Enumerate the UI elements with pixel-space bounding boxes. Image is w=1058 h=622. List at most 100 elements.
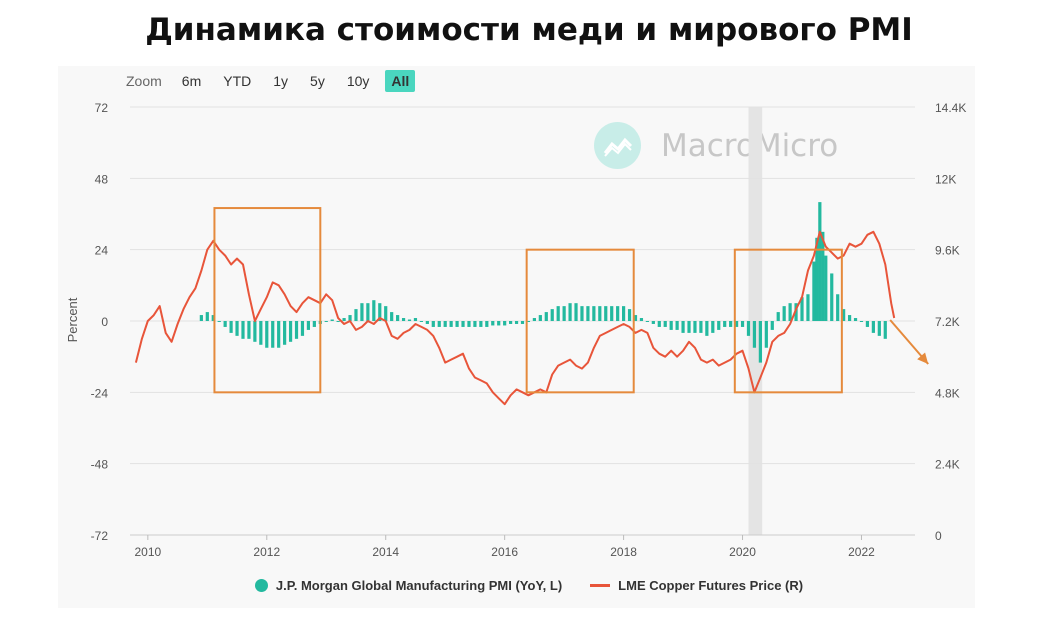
page-title: Динамика стоимости меди и мирового PMI [145, 12, 913, 48]
pmi-bar [734, 321, 739, 327]
pmi-bar [752, 321, 757, 348]
pmi-bar [568, 303, 572, 321]
pmi-bar [764, 321, 768, 348]
pmi-bar [675, 321, 679, 330]
legend: J.P. Morgan Global Manufacturing PMI (Yo… [0, 578, 1058, 593]
pmi-bar [847, 315, 852, 321]
right-tick-label: 9.6K [935, 244, 960, 258]
pmi-bar [247, 321, 251, 339]
pmi-bar [604, 306, 608, 321]
highlight-boxes [213, 207, 843, 394]
pmi-bar [348, 315, 352, 321]
right-tick-label: 2.4K [935, 458, 960, 472]
chart-panel [58, 66, 975, 608]
pmi-bar [693, 321, 697, 333]
pmi-bar [746, 321, 751, 336]
pmi-bar [366, 303, 370, 321]
pmi-bar [330, 319, 334, 321]
pmi-bar [633, 315, 638, 321]
right-tick-label: 14.4K [935, 101, 966, 115]
pmi-bar [824, 255, 828, 321]
pmi-bar [396, 315, 400, 321]
pmi-bar [283, 321, 287, 345]
legend-pmi-marker [254, 579, 268, 592]
pmi-bar [877, 321, 881, 336]
pmi-bar [354, 309, 358, 321]
pmi-bar [788, 303, 792, 321]
pmi-bar [431, 321, 435, 327]
watermark-logo-icon [594, 122, 641, 169]
pmi-bar [681, 321, 685, 333]
pmi-bar [663, 321, 667, 327]
pmi-bar [610, 306, 614, 321]
pmi-bar [360, 303, 364, 321]
pmi-bar [467, 321, 471, 327]
x-tick-label: 2010 [134, 545, 161, 559]
pmi-bar [223, 321, 227, 327]
x-tick-label: 2018 [610, 545, 637, 559]
zoom-bar: Zoom 6m YTD 1y 5y 10y All [126, 70, 425, 92]
pmi-bar [627, 309, 632, 321]
pmi-bar [532, 318, 536, 321]
pmi-bar [562, 306, 566, 321]
pmi-bar [705, 321, 709, 336]
right-tick-label: 12K [935, 172, 956, 186]
zoom-10y-button[interactable]: 10y [346, 73, 370, 89]
legend-copper-label: LME Copper Futures Price (R) [618, 578, 804, 593]
pmi-bar [729, 321, 733, 327]
pmi-bar [413, 318, 418, 321]
pmi-bar [794, 303, 798, 321]
left-tick-label: 0 [101, 315, 108, 329]
pmi-bar [800, 297, 804, 321]
copper-price-line [134, 230, 896, 406]
pmi-bar [259, 321, 263, 345]
pmi-bar [497, 321, 501, 326]
pmi-bar [815, 237, 819, 321]
pmi-bar [300, 321, 305, 336]
pmi-bar [390, 312, 394, 321]
zoom-ytd-button[interactable]: YTD [223, 73, 252, 89]
pmi-bar [449, 321, 453, 327]
highlight-box-2 [525, 248, 635, 394]
pmi-bar [265, 321, 269, 348]
legend-item-pmi[interactable]: J.P. Morgan Global Manufacturing PMI (Yo… [254, 578, 562, 593]
pmi-bar [211, 315, 215, 321]
pmi-bar [723, 321, 727, 327]
left-axis-title: Percent [65, 297, 80, 342]
zoom-6m-button[interactable]: 6m [181, 73, 202, 89]
pmi-bar [503, 321, 507, 326]
pmi-bar [425, 321, 429, 324]
left-tick-label: 72 [95, 101, 109, 115]
pmi-bar [806, 294, 810, 321]
pmi-bar [830, 273, 834, 321]
zoom-1y-button[interactable]: 1y [273, 73, 289, 89]
legend-item-copper[interactable]: LME Copper Futures Price (R) [590, 578, 803, 593]
pmi-bars [199, 202, 887, 363]
pmi-bar [669, 321, 673, 330]
pmi-bar [871, 321, 875, 333]
pmi-bar [836, 294, 840, 321]
left-tick-label: -24 [91, 386, 109, 400]
pmi-bar [544, 312, 548, 321]
x-tick-label: 2016 [491, 545, 518, 559]
pmi-bar [580, 306, 584, 321]
pmi-bar [235, 321, 239, 336]
pmi-bar [639, 318, 644, 321]
pmi-bar [538, 315, 542, 321]
x-tick-label: 2014 [372, 545, 399, 559]
pmi-bar [586, 306, 590, 321]
pmi-bar [372, 300, 376, 321]
pmi-bar [770, 321, 774, 330]
pmi-bar [419, 321, 424, 322]
pmi-bar [229, 321, 233, 333]
pmi-bar [479, 321, 483, 327]
zoom-all-button[interactable]: All [385, 70, 416, 92]
pmi-bar [657, 321, 661, 327]
pmi-bar [199, 315, 203, 321]
pmi-bar [859, 321, 864, 322]
pmi-bar [277, 321, 281, 348]
pmi-bar [407, 319, 412, 321]
zoom-5y-button[interactable]: 5y [310, 73, 325, 89]
x-tick-label: 2022 [848, 545, 875, 559]
